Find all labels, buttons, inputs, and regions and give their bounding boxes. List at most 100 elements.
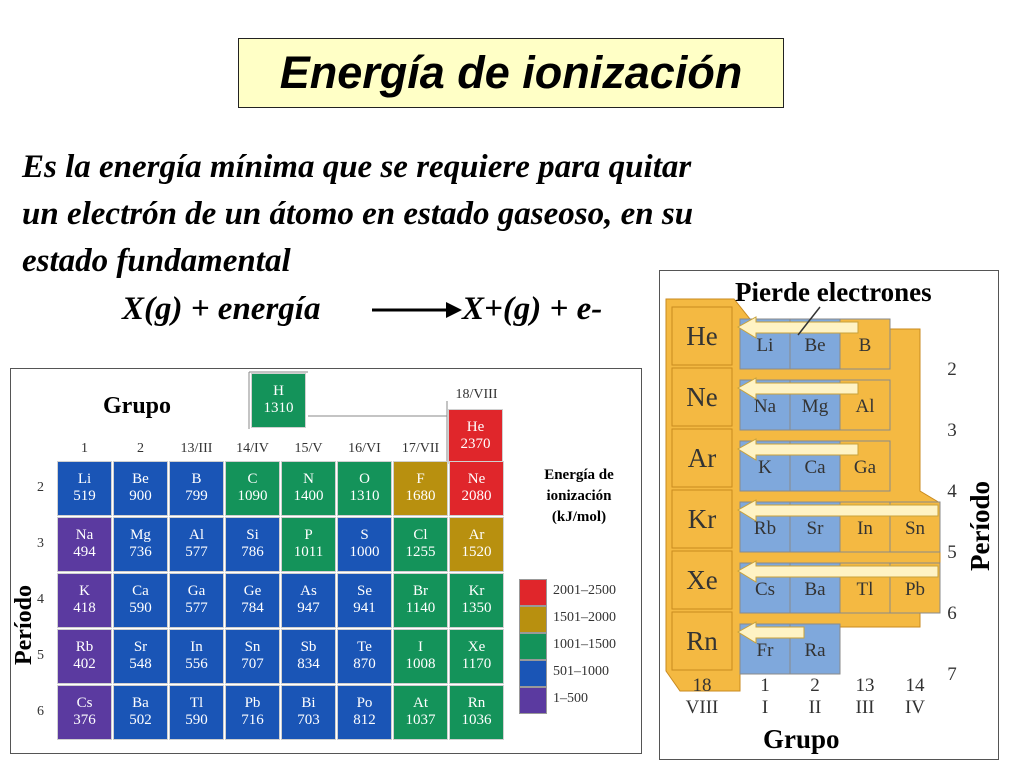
element-symbol: Rn (467, 695, 486, 711)
element-cell-si: Si 786 (225, 517, 280, 572)
element-symbol: S (360, 527, 369, 543)
group-number: 1 (760, 675, 770, 696)
element-cell-at: At 1037 (393, 685, 448, 740)
element-cell-sr: Sr 548 (113, 629, 168, 684)
energy-label-line-1: Energía de (544, 467, 614, 483)
element-symbol: Pb (905, 579, 925, 600)
equation-right: X+(g) + e- (462, 291, 603, 327)
element-cell-ba: Ba 502 (113, 685, 168, 740)
element-symbol: Pb (244, 695, 261, 711)
element-cell-te: Te 870 (337, 629, 392, 684)
element-symbol: Ne (467, 471, 486, 487)
element-cell-na: Na 494 (57, 517, 112, 572)
legend-swatch (519, 579, 547, 606)
noble-gas-symbol: Ar (688, 443, 717, 473)
element-energy-value: 1037 (405, 712, 436, 728)
element-energy-value: 1310 (349, 488, 380, 504)
element-energy-value: 502 (129, 712, 152, 728)
element-symbol: Ca (132, 583, 149, 599)
element-symbol: Xe (467, 639, 486, 655)
element-energy-value: 1140 (405, 600, 436, 616)
element-energy-value: 799 (185, 488, 208, 504)
element-cell-p: P 1011 (281, 517, 336, 572)
noble-gas-cell (671, 306, 733, 366)
element-symbol: Ga (187, 583, 206, 599)
element-symbol: Ge (243, 583, 262, 599)
grupo-label-right: Grupo (763, 724, 840, 754)
element-energy-value: 556 (185, 656, 208, 672)
energy-label-line-3: (kJ/mol) (551, 509, 607, 525)
element-energy-value: 376 (73, 712, 96, 728)
group-header: 17/VII (401, 441, 440, 456)
noble-gas-symbol: Kr (688, 504, 717, 534)
element-energy-value: 519 (73, 488, 96, 504)
period-number: 5 (947, 542, 957, 563)
element-energy-value: 418 (73, 600, 96, 616)
element-energy-value: 812 (353, 712, 376, 728)
element-cell-xe: Xe 1170 (449, 629, 504, 684)
element-symbol: C (247, 471, 258, 487)
period-number: 3 (37, 536, 44, 551)
group-number: 18 (693, 675, 712, 696)
group-roman: VIII (686, 697, 719, 718)
element-cell-tl: Tl 590 (169, 685, 224, 740)
period-number: 4 (37, 592, 44, 607)
element-symbol: Po (356, 695, 373, 711)
group-header: 14/IV (236, 441, 269, 456)
element-symbol: I (418, 639, 423, 655)
noble-gas-symbol: Ne (686, 382, 717, 412)
element-cell-n: N 1400 (281, 461, 336, 516)
period-number: 2 (37, 480, 44, 495)
element-cell-i: I 1008 (393, 629, 448, 684)
element-symbol: As (300, 583, 317, 599)
element-symbol: Li (77, 471, 92, 487)
group-number: 14 (906, 675, 926, 696)
group-number: 2 (810, 675, 820, 696)
element-energy-value: 1520 (461, 544, 492, 560)
reaction-arrow-icon (372, 302, 462, 318)
element-symbol: Ar (468, 527, 485, 543)
element-energy-value: 703 (297, 712, 320, 728)
element-symbol: Cs (76, 695, 93, 711)
legend-swatch (519, 660, 547, 687)
element-cell-li: Li 519 (57, 461, 112, 516)
legend-range-label: 1–500 (553, 691, 588, 706)
element-symbol: K (79, 583, 90, 599)
noble-gas-cell (671, 550, 733, 610)
element-energy-value: 870 (353, 656, 376, 672)
energy-label-line-2: ionización (546, 488, 612, 504)
element-symbol: F (416, 471, 425, 487)
periodic-table-left: Grupo Período Energía de ionización (kJ/… (10, 368, 642, 754)
element-symbol: Cl (413, 527, 428, 543)
element-energy-value: 900 (129, 488, 152, 504)
element-symbol: Cs (755, 579, 775, 600)
element-symbol: Ca (804, 457, 826, 478)
element-symbol: Be (132, 471, 149, 487)
element-symbol: P (304, 527, 313, 543)
element-symbol: Na (75, 527, 94, 543)
period-number: 6 (37, 704, 44, 719)
element-symbol: Br (413, 583, 428, 599)
element-energy-value: 402 (73, 656, 96, 672)
group-header: 1 (81, 441, 88, 456)
legend-range-label: 1001–1500 (553, 637, 616, 652)
element-symbol: Tl (189, 695, 204, 711)
group-roman: I (762, 697, 768, 718)
element-symbol: Ra (804, 640, 826, 661)
group-number: 13 (856, 675, 875, 696)
group-roman: III (856, 697, 875, 718)
equation-left: X(g) + energía (122, 291, 321, 327)
label-pointer-line (797, 306, 821, 336)
element-energy-value: 707 (241, 656, 264, 672)
element-energy-value: 2080 (461, 488, 492, 504)
element-energy-value: 494 (73, 544, 96, 560)
element-symbol: N (303, 471, 314, 487)
element-energy-value: 947 (297, 600, 320, 616)
noble-gas-cell (671, 428, 733, 488)
element-cell-sn: Sn 707 (225, 629, 280, 684)
element-cell-cl: Cl 1255 (393, 517, 448, 572)
element-energy-value: 1400 (293, 488, 324, 504)
element-symbol: Al (189, 527, 204, 543)
period-number: 2 (947, 359, 957, 380)
element-cell-ar: Ar 1520 (449, 517, 504, 572)
